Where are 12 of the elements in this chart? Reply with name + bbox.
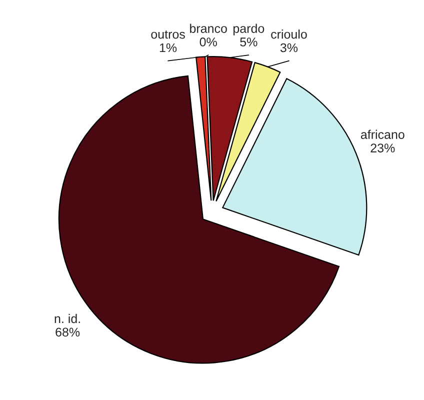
slice-label: pardo: [233, 24, 264, 36]
data-label: 68%: [56, 328, 80, 337]
data-label: 3%: [280, 43, 298, 52]
data-label: 5%: [240, 38, 258, 46]
slice-label: n. id.: [54, 314, 80, 324]
slice-label: crioulo: [271, 30, 307, 39]
text: 0%: [200, 38, 217, 46]
data-label: 23%: [370, 144, 395, 152]
category-label: branco: [190, 24, 227, 33]
slice-label: africano: [360, 130, 404, 139]
data-label: 1%: [160, 43, 177, 52]
slice-label: outros: [151, 30, 185, 39]
